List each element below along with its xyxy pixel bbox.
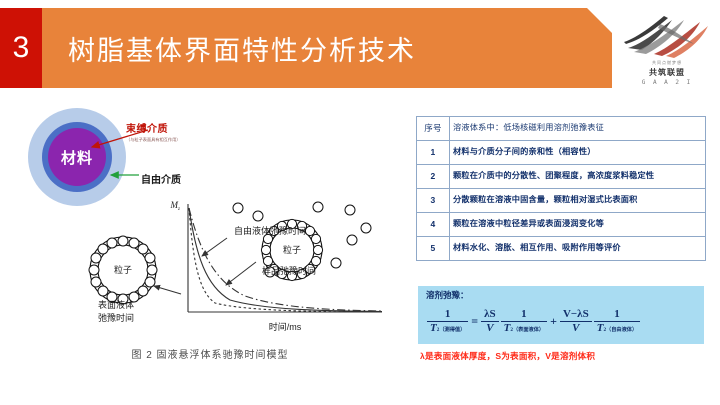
row-text: 分散颗粒在溶液中固含量，颗粒相对湿式比表面积 bbox=[449, 188, 706, 213]
logo-line-3: G A A 2 I bbox=[641, 79, 693, 86]
plus-sign: + bbox=[550, 313, 557, 328]
relaxation-time-chart: Mz 粒子 bbox=[30, 190, 390, 340]
particle-left-label: 粒子 bbox=[114, 264, 132, 275]
lhs-bar bbox=[427, 320, 469, 322]
t3-bar bbox=[559, 320, 592, 322]
free-liquid-annotation: 自由液体弛豫时间 bbox=[234, 225, 306, 236]
formula-term4: 1 T2（自由液体） bbox=[593, 307, 641, 334]
table-header-desc: 溶液体系中：低场核磁利用溶剂弛豫表征 bbox=[449, 116, 706, 141]
t3-numerator: V−λS bbox=[562, 307, 589, 320]
t1-bar bbox=[481, 320, 499, 322]
curve-free-liquid bbox=[188, 207, 383, 312]
table-row[interactable]: 2 颗粒在介质中的分散性、团聚程度，高浓度浆料稳定性 bbox=[416, 164, 706, 189]
slide-number: 3 bbox=[12, 31, 30, 64]
t4-bar bbox=[593, 320, 641, 322]
brand-logo: 共同点燃梦想 共筑联盟 G A A 2 I bbox=[618, 14, 714, 88]
rog-eye-icon bbox=[624, 16, 708, 58]
free-medium-label: 自由介质 bbox=[141, 175, 181, 186]
t2-denominator: T2（表面液体） bbox=[503, 321, 545, 334]
row-index: 2 bbox=[416, 164, 450, 189]
solvent-relaxation-formula-box: 溶剂弛豫： 1 T2（测得值） = λS V 1 T2（表面液体） + V−λS… bbox=[418, 286, 704, 344]
material-core: 材料 bbox=[48, 128, 106, 186]
formula-note: λ是表面液体厚度，S为表面积，V是溶剂体积 bbox=[420, 351, 596, 361]
table-row[interactable]: 1 材料与介质分子间的亲和性（相容性） bbox=[416, 140, 706, 165]
t1-denominator: V bbox=[486, 321, 494, 334]
row-index: 1 bbox=[416, 140, 450, 165]
slide-number-block: 3 bbox=[0, 8, 42, 88]
chart-x-label: 时间/ms bbox=[269, 321, 302, 332]
t4-numerator: 1 bbox=[614, 307, 620, 320]
row-text: 颗粒在溶液中粒径差异或表面浸润变化等 bbox=[449, 212, 706, 237]
table-header-index: 序号 bbox=[416, 116, 450, 141]
bound-medium-title: 束缚介质 bbox=[126, 124, 168, 135]
logo-line-2: 共筑联盟 bbox=[649, 68, 685, 77]
formula-expression: 1 T2（测得值） = λS V 1 T2（表面液体） + V−λS V 1 T… bbox=[426, 302, 698, 340]
equals-sign: = bbox=[471, 313, 479, 328]
lhs-numerator: 1 bbox=[444, 307, 451, 320]
page-title: 树脂基体界面特性分析技术 bbox=[68, 35, 416, 66]
lhs-denominator: T2（测得值） bbox=[430, 321, 466, 334]
slide-header: 3 树脂基体界面特性分析技术 bbox=[0, 8, 720, 88]
sample-relaxation-annotation: 样品弛豫时间 bbox=[262, 265, 316, 276]
formula-title: 溶剂弛豫： bbox=[426, 290, 469, 300]
surface-liquid-annotation-line2: 弛豫时间 bbox=[98, 312, 134, 323]
particle-left: 粒子 bbox=[88, 235, 158, 305]
formula-term3: V−λS V bbox=[559, 307, 592, 334]
particle-right-label: 粒子 bbox=[283, 244, 301, 255]
row-index: 3 bbox=[416, 188, 450, 213]
t3-denominator: V bbox=[572, 321, 580, 334]
solution-system-table: 序号 溶液体系中：低场核磁利用溶剂弛豫表征 1 材料与介质分子间的亲和性（相容性… bbox=[416, 116, 706, 261]
figure-caption: 图 2 固液悬浮体系驰豫时间模型 bbox=[131, 350, 289, 361]
table-row[interactable]: 3 分散颗粒在溶液中固含量，颗粒相对湿式比表面积 bbox=[416, 188, 706, 213]
row-text: 材料与介质分子间的亲和性（相容性） bbox=[449, 140, 706, 165]
t4-denominator: T2（自由液体） bbox=[596, 321, 638, 334]
logo-line-1: 共同点燃梦想 bbox=[652, 60, 682, 65]
particle-right: 粒子 bbox=[260, 218, 324, 282]
logo-wordmark: 共同点燃梦想 共筑联盟 G A A 2 I bbox=[626, 60, 708, 86]
curve-surface-liquid bbox=[188, 207, 383, 313]
t2-bar bbox=[500, 320, 548, 322]
medium-layers-diagram: 材料 束缚介质 （与粒子表面具有相互作用） 自由介质 bbox=[22, 104, 212, 209]
row-index: 5 bbox=[416, 236, 450, 261]
material-core-label: 材料 bbox=[60, 149, 93, 167]
formula-lhs: 1 T2（测得值） bbox=[427, 307, 469, 334]
table-row[interactable]: 4 颗粒在溶液中粒径差异或表面浸润变化等 bbox=[416, 212, 706, 237]
formula-term1: λS V bbox=[481, 307, 499, 334]
table-row[interactable]: 5 材料水化、溶胀、相互作用、吸附作用等评价 bbox=[416, 236, 706, 261]
free-molecules bbox=[232, 201, 372, 278]
header-banner bbox=[0, 8, 612, 88]
t2-numerator: 1 bbox=[521, 307, 527, 320]
chart-axes bbox=[187, 204, 382, 313]
bound-medium-label: 束缚介质 （与粒子表面具有相互作用） bbox=[126, 120, 214, 143]
row-index: 4 bbox=[416, 212, 450, 237]
chart-svg: Mz 粒子 bbox=[88, 200, 383, 332]
chart-y-label: Mz bbox=[170, 200, 181, 212]
table-header-row: 序号 溶液体系中：低场核磁利用溶剂弛豫表征 bbox=[416, 116, 706, 141]
bound-medium-note: （与粒子表面具有相互作用） bbox=[126, 137, 181, 142]
chart-annotation-arrows bbox=[153, 237, 257, 295]
surface-liquid-annotation-line1: 表面液体 bbox=[98, 299, 134, 310]
row-text: 材料水化、溶胀、相互作用、吸附作用等评价 bbox=[449, 236, 706, 261]
t1-numerator: λS bbox=[484, 307, 496, 320]
formula-term2: 1 T2（表面液体） bbox=[500, 307, 548, 334]
row-text: 颗粒在介质中的分散性、团聚程度，高浓度浆料稳定性 bbox=[449, 164, 706, 189]
curve-sample bbox=[188, 207, 383, 313]
